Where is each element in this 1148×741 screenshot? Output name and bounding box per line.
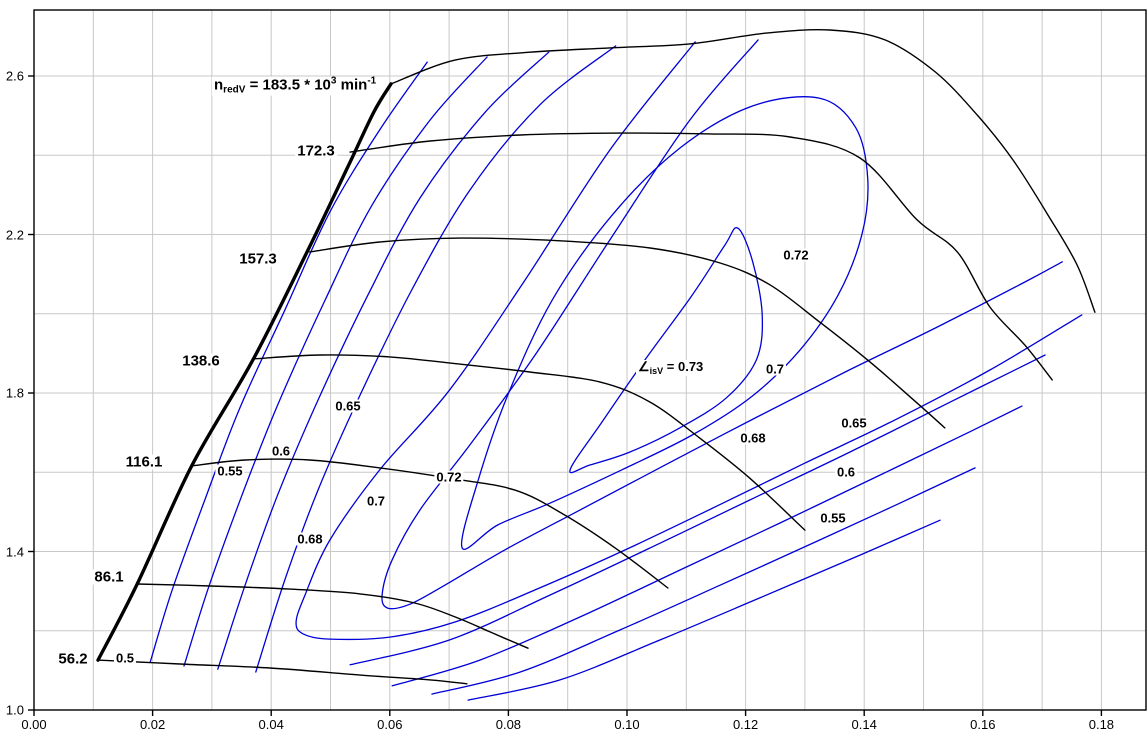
efficiency-label-0.6: 0.6: [269, 443, 293, 459]
speed-line-116.1: [191, 458, 669, 589]
efficiency-contour-0.6-left: [217, 51, 550, 670]
speed-label-116.1: 116.1: [123, 453, 165, 471]
efficiency-label-0.7: 0.7: [763, 361, 787, 377]
y-tick-label-2.2: 2.2: [5, 227, 24, 242]
speed-line-172.3: [349, 132, 1053, 381]
efficiency-label-0.6: 0.6: [834, 464, 858, 480]
efficiency-label-0.55: 0.55: [215, 463, 245, 479]
nred-exponent: 3: [330, 75, 337, 87]
speed-label-172.3: 172.3: [295, 142, 337, 160]
speed-label-157.3: 157.3: [237, 250, 279, 268]
efficiency-label-0.7: 0.7: [364, 493, 388, 509]
efficiency-label-0.68: 0.68: [295, 531, 325, 547]
efficiency-contour-0.5-right: [467, 519, 941, 701]
efficiency-contour-0.7-u-turn: [381, 39, 1063, 610]
eta-subscript: isV: [649, 366, 664, 376]
plot-frame: [33, 9, 1147, 711]
efficiency-contour-0.55-left: [183, 56, 488, 667]
efficiency-label-0.65: 0.65: [333, 398, 363, 414]
x-tick-label-0.06: 0.06: [377, 717, 403, 732]
y-tick-label-2.6: 2.6: [5, 68, 24, 84]
efficiency-contour-0.72-ring: [460, 96, 869, 551]
angle-icon: ∠: [638, 359, 650, 374]
efficiency-contour-0.5-left: [149, 61, 428, 663]
efficiency-label-0.5: 0.5: [113, 650, 137, 666]
speed-line-138.6: [252, 354, 806, 531]
efficiency-label-0.65: 0.65: [839, 415, 869, 431]
efficiency-contour-0.73-island: [569, 227, 764, 474]
eta-value: = 0.73: [663, 359, 704, 374]
efficiency-label-0.72: 0.72: [434, 469, 464, 485]
speed-label-138.6: 138.6: [180, 352, 222, 370]
x-tick-label-0.10: 0.10: [614, 717, 640, 732]
speed-label-56.2: 56.2: [56, 650, 90, 668]
nred-unit: min: [336, 76, 368, 94]
surge-line: [96, 82, 393, 662]
nred-symbol: n: [214, 76, 224, 94]
x-tick-label-0.18: 0.18: [1088, 717, 1115, 732]
efficiency-contour-0.55-right: [431, 467, 976, 695]
efficiency-contour-0.6-right: [391, 405, 1023, 687]
nred-subscript: redV: [223, 84, 246, 96]
efficiency-contour-0.68-u-turn: [295, 41, 1083, 641]
efficiency-label-0.68: 0.68: [738, 430, 768, 446]
speed-line-56.2: [97, 659, 468, 685]
efficiency-label-0.55: 0.55: [818, 510, 848, 526]
efficiency-label-0.72: 0.72: [781, 247, 811, 263]
speed-line-86.1: [136, 583, 529, 649]
x-tick-label-0.16: 0.16: [970, 717, 996, 732]
efficiency-contour-0.65-right: [349, 354, 1046, 666]
speed-label-86.1: 86.1: [92, 568, 126, 586]
x-tick-label-0.04: 0.04: [258, 717, 284, 732]
nred-unit-exponent: -1: [367, 75, 377, 87]
x-tick-label-0.14: 0.14: [851, 717, 877, 732]
x-tick-label-0.02: 0.02: [139, 717, 166, 732]
speed-header-label: nredV = 183.5 * 103 min-1: [212, 75, 379, 96]
y-tick-label-1.8: 1.8: [5, 385, 24, 401]
efficiency-contour-0.65-left: [255, 45, 617, 673]
y-tick-label-1.4: 1.4: [5, 544, 24, 559]
nred-value: = 183.5 * 10: [245, 76, 331, 94]
x-tick-label-0.00: 0.00: [21, 717, 47, 732]
speed-line-157.3: [309, 237, 946, 429]
x-tick-label-0.08: 0.08: [495, 717, 522, 732]
speed-line-183.5: [390, 28, 1096, 313]
y-tick-label-1.0: 1.0: [5, 702, 24, 718]
efficiency-header-label: ∠isV = 0.73: [636, 359, 706, 376]
x-tick-label-0.12: 0.12: [732, 717, 759, 732]
